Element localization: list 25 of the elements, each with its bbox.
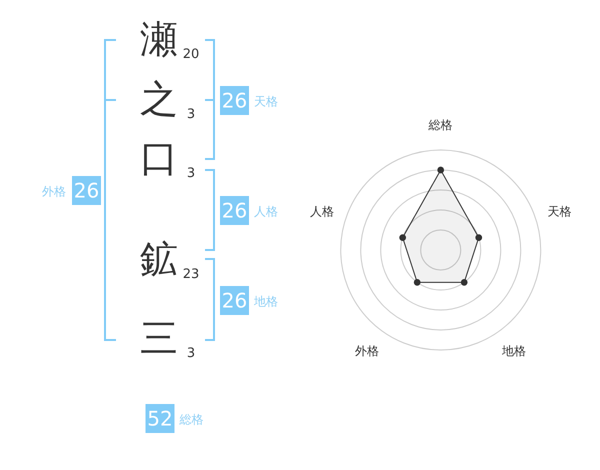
data-label: 3 [186, 166, 196, 181]
spoke-label: 地格 [501, 344, 526, 358]
spoke-label: 人格 [310, 204, 334, 218]
data-label: 3 [186, 346, 196, 361]
data-label: 26 [222, 198, 248, 222]
category-label: 総格 [178, 412, 204, 426]
data-label: 52 [147, 406, 173, 430]
category-label: 人格 [254, 204, 278, 218]
data-label: 23 [182, 267, 200, 282]
data-label: 26 [74, 178, 100, 202]
data-label: 26 [222, 288, 248, 312]
category-label: 瀬 [140, 17, 178, 61]
category-label: 口 [140, 136, 178, 180]
data-label: 26 [222, 88, 248, 112]
category-label: 地格 [253, 294, 278, 308]
spoke-label: 外格 [355, 344, 380, 358]
category-label: 三 [140, 316, 178, 360]
category-label: 之 [140, 77, 178, 121]
category-label: 鉱 [140, 237, 178, 281]
category-label: 天格 [254, 94, 278, 108]
category-label: 外格 [42, 184, 66, 198]
spoke-label: 総格 [428, 118, 453, 132]
spoke-label: 天格 [548, 204, 572, 218]
data-label: 3 [186, 107, 196, 122]
data-label: 20 [182, 47, 200, 62]
